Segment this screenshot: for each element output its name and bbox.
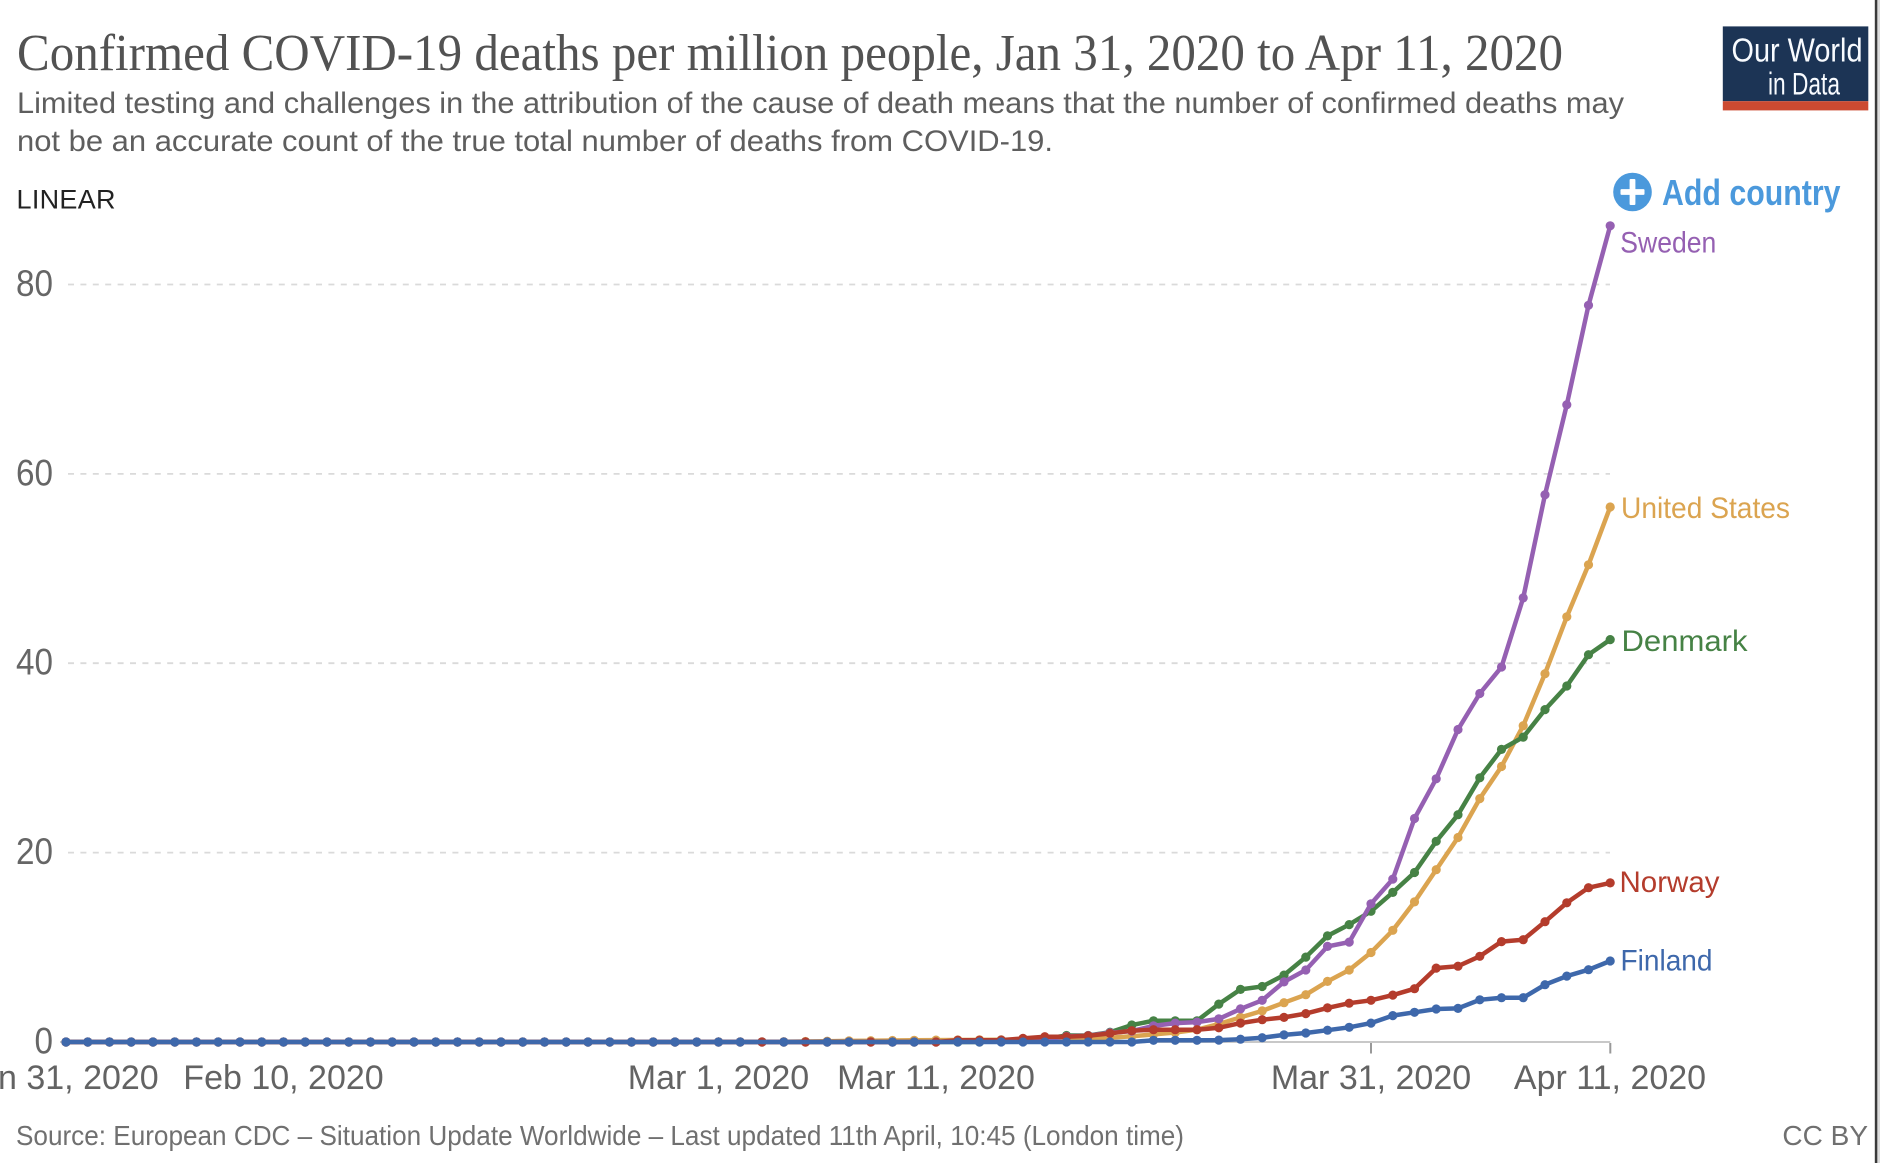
svg-text:CC BY: CC BY — [1782, 1120, 1868, 1151]
svg-text:Sweden: Sweden — [1620, 227, 1716, 260]
svg-text:not be an accurate count of th: not be an accurate count of the true tot… — [17, 125, 1053, 158]
svg-text:Feb 10, 2020: Feb 10, 2020 — [183, 1059, 383, 1097]
svg-text:Our World: Our World — [1732, 32, 1863, 69]
svg-text:Denmark: Denmark — [1622, 625, 1749, 658]
svg-text:Apr 11, 2020: Apr 11, 2020 — [1514, 1059, 1706, 1097]
svg-text:Add country: Add country — [1662, 172, 1841, 213]
svg-text:20: 20 — [16, 831, 53, 872]
svg-text:Confirmed COVID-19 deaths per: Confirmed COVID-19 deaths per million pe… — [17, 25, 1563, 82]
svg-text:Mar 31, 2020: Mar 31, 2020 — [1271, 1059, 1471, 1097]
svg-text:60: 60 — [16, 452, 53, 493]
svg-text:United States: United States — [1621, 492, 1790, 525]
svg-text:in Data: in Data — [1768, 65, 1840, 101]
svg-text:Source: European CDC – Situati: Source: European CDC – Situation Update … — [16, 1120, 1184, 1151]
svg-text:Mar 11, 2020: Mar 11, 2020 — [837, 1059, 1035, 1097]
svg-text:0: 0 — [35, 1021, 54, 1062]
svg-text:n 31, 2020: n 31, 2020 — [0, 1059, 159, 1097]
svg-text:Finland: Finland — [1621, 945, 1713, 978]
svg-text:40: 40 — [16, 642, 53, 683]
svg-text:Mar 1, 2020: Mar 1, 2020 — [628, 1059, 809, 1097]
svg-text:LINEAR: LINEAR — [17, 185, 116, 215]
svg-text:Norway: Norway — [1620, 866, 1720, 899]
svg-text:80: 80 — [16, 263, 53, 304]
svg-text:Limited testing and challenges: Limited testing and challenges in the at… — [17, 87, 1624, 120]
